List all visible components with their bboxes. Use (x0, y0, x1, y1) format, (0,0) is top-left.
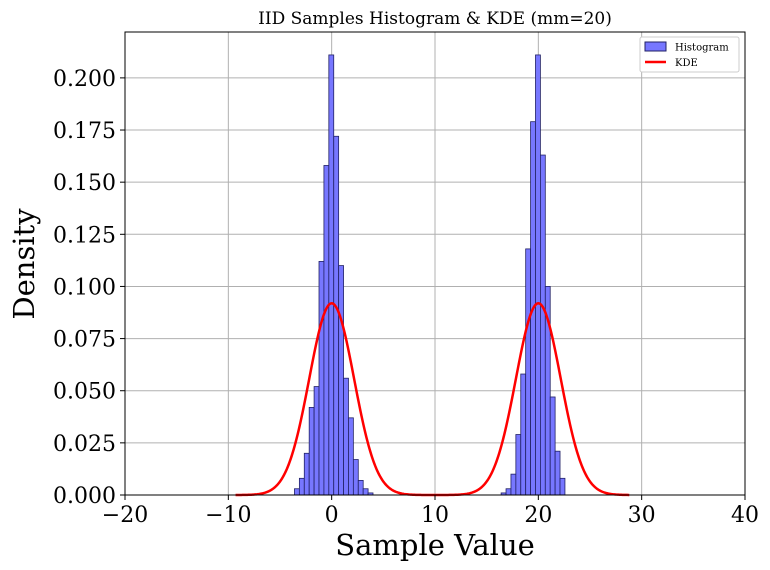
histogram-bar (357, 480, 364, 496)
histogram-bar (362, 488, 369, 496)
histogram-bars (294, 54, 566, 496)
histogram-bar (313, 386, 320, 496)
histogram-bar (343, 377, 349, 496)
y-tick-label: 0.075 (53, 328, 116, 353)
histogram-bar (328, 54, 335, 496)
y-axis-ticks: 0.000 0.025 0.050 0.075 0.100 0.125 0.150 0.175… (53, 67, 125, 509)
x-tick-label: 30 (628, 503, 656, 528)
histogram-bar (535, 54, 541, 496)
histogram-bar (505, 488, 512, 496)
histogram-bar (338, 265, 344, 496)
y-tick-label: 0.175 (53, 119, 116, 144)
histogram-bar (520, 373, 527, 496)
histogram-bar (559, 477, 566, 496)
x-axis-label: Sample Value (335, 528, 535, 562)
histogram-bar (333, 135, 340, 496)
histogram-bar (549, 396, 556, 496)
histogram-bar (323, 165, 330, 496)
histogram-bar (298, 477, 305, 496)
legend: Histogram KDE (639, 36, 740, 73)
y-tick-label: 0.025 (53, 432, 116, 457)
y-tick-label: 0.100 (53, 275, 116, 300)
histogram-bar (525, 248, 531, 496)
histogram-bar (308, 407, 315, 496)
x-tick-label: −10 (205, 503, 251, 528)
y-tick-label: 0.200 (53, 67, 116, 92)
x-tick-label: −20 (102, 503, 148, 528)
x-tick-label: 0 (325, 503, 339, 528)
histogram-bar (318, 261, 325, 496)
histogram-bar (510, 473, 517, 496)
kde-curve (235, 302, 630, 497)
histogram-bar (352, 459, 359, 496)
histogram-bar (554, 450, 561, 496)
chart-title: IID Samples Histogram & KDE (mm=20) (258, 9, 612, 29)
y-tick-label: 0.125 (53, 223, 116, 248)
grid-lines (124, 32, 746, 496)
histogram-bar (303, 452, 310, 496)
legend-histogram-label: Histogram (675, 43, 729, 54)
histogram-bar (540, 154, 546, 496)
x-tick-label: 40 (731, 503, 759, 528)
x-tick-label: 10 (421, 503, 449, 528)
legend-kde-label: KDE (675, 58, 698, 69)
histogram-bar (515, 434, 522, 496)
histogram-bar (348, 417, 354, 496)
x-axis-ticks: −20 −10 0 10 20 30 40 (102, 495, 759, 528)
y-tick-label: 0.150 (53, 171, 116, 196)
y-axis-label: Density (7, 208, 41, 320)
histogram-bar (294, 488, 300, 496)
y-tick-label: 0.000 (53, 484, 116, 509)
x-tick-label: 20 (524, 503, 552, 528)
y-tick-label: 0.050 (53, 380, 116, 405)
legend-histogram-swatch (644, 41, 667, 52)
